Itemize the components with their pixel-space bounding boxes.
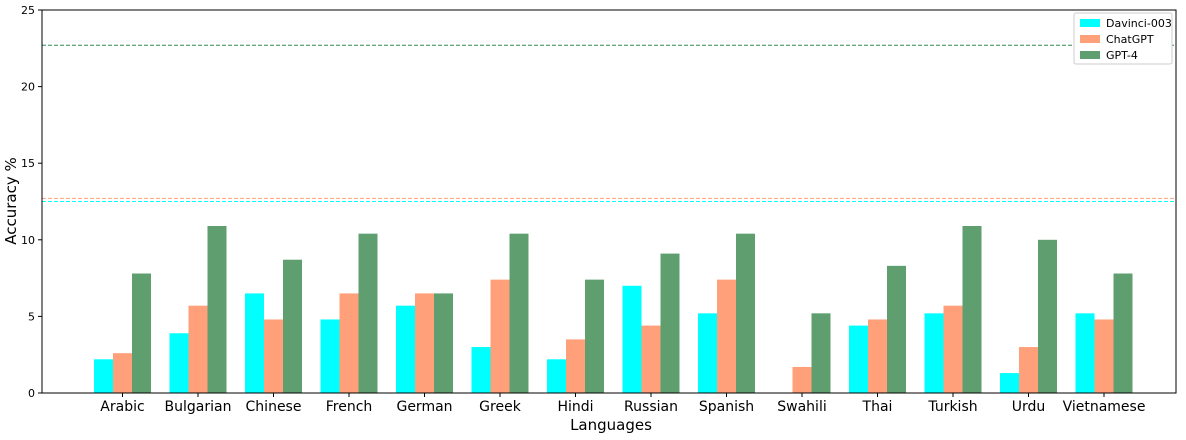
x-tick-label-french: French bbox=[326, 399, 373, 415]
bar-gpt-4-russian bbox=[660, 253, 680, 393]
x-tick-label-chinese: Chinese bbox=[246, 399, 302, 415]
x-tick-label-turkish: Turkish bbox=[927, 399, 977, 415]
bar-chatgpt-swahili bbox=[792, 366, 812, 393]
bar-gpt-4-hindi bbox=[585, 279, 604, 393]
bar-chatgpt-greek bbox=[490, 279, 510, 393]
legend: Davinci-003 ChatGPT GPT-4 bbox=[1073, 12, 1173, 65]
bar-gpt-4-vietnamese bbox=[1113, 273, 1133, 393]
bar-chatgpt-thai bbox=[868, 319, 887, 393]
bar-gpt-4-turkish bbox=[962, 226, 982, 393]
bars bbox=[94, 226, 1133, 393]
bar-chatgpt-french bbox=[339, 293, 359, 393]
y-tick-label: 25 bbox=[21, 4, 35, 17]
bar-gpt-4-bulgarian bbox=[207, 226, 227, 393]
legend-swatch-gpt-4 bbox=[1080, 51, 1100, 59]
x-tick-label-bulgarian: Bulgarian bbox=[165, 399, 232, 415]
bar-davinci-003-turkish bbox=[924, 313, 944, 393]
bar-chatgpt-german bbox=[415, 293, 434, 393]
bar-davinci-003-urdu bbox=[1000, 373, 1019, 393]
x-tick-label-spanish: Spanish bbox=[699, 399, 754, 415]
legend-label-davinci-003: Davinci-003 bbox=[1106, 17, 1172, 30]
bar-chatgpt-bulgarian bbox=[188, 305, 208, 393]
x-tick-label-swahili: Swahili bbox=[777, 399, 826, 415]
reference-lines bbox=[42, 44, 1176, 202]
x-axis: Arabic Bulgarian Chinese French German Greek H… bbox=[100, 393, 1145, 415]
bar-chatgpt-russian bbox=[641, 325, 661, 393]
bar-gpt-4-german bbox=[434, 293, 453, 393]
x-tick-label-thai: Thai bbox=[862, 399, 893, 415]
x-tick-label-arabic: Arabic bbox=[100, 399, 144, 415]
bar-davinci-003-spanish bbox=[698, 313, 717, 393]
bar-gpt-4-swahili bbox=[811, 313, 831, 393]
x-tick-label-vietnamese: Vietnamese bbox=[1063, 399, 1146, 415]
bar-davinci-003-bulgarian bbox=[169, 333, 189, 393]
bar-chatgpt-vietnamese bbox=[1094, 319, 1114, 393]
legend-label-chatgpt: ChatGPT bbox=[1106, 33, 1154, 46]
x-axis-label: Languages bbox=[570, 416, 652, 434]
bar-davinci-003-arabic bbox=[94, 359, 113, 393]
y-tick-label: 20 bbox=[21, 81, 35, 94]
y-tick-label: 5 bbox=[28, 310, 35, 323]
bar-davinci-003-thai bbox=[849, 325, 868, 393]
legend-swatch-davinci-003 bbox=[1080, 19, 1100, 27]
y-tick-label: 10 bbox=[21, 234, 35, 247]
x-tick-label-greek: Greek bbox=[479, 399, 522, 415]
bar-davinci-003-chinese bbox=[245, 293, 264, 393]
bar-gpt-4-greek bbox=[509, 233, 529, 393]
y-axis: 0 5 10 15 20 25 bbox=[21, 4, 42, 400]
x-tick-label-german: German bbox=[396, 399, 452, 415]
bar-gpt-4-thai bbox=[887, 265, 906, 393]
bar-davinci-003-greek bbox=[471, 347, 491, 393]
bar-gpt-4-french bbox=[358, 233, 378, 393]
bar-chatgpt-spanish bbox=[717, 279, 736, 393]
legend-label-gpt-4: GPT-4 bbox=[1106, 49, 1138, 62]
bar-davinci-003-german bbox=[396, 305, 415, 393]
bar-davinci-003-russian bbox=[622, 285, 642, 393]
bar-davinci-003-french bbox=[320, 319, 340, 393]
bar-davinci-003-vietnamese bbox=[1075, 313, 1095, 393]
bar-chatgpt-hindi bbox=[566, 339, 585, 393]
bar-chatgpt-chinese bbox=[264, 319, 283, 393]
bar-gpt-4-arabic bbox=[132, 273, 151, 393]
x-tick-label-hindi: Hindi bbox=[557, 399, 593, 415]
bar-gpt-4-urdu bbox=[1038, 239, 1057, 393]
y-tick-label: 15 bbox=[21, 157, 35, 170]
bar-davinci-003-hindi bbox=[547, 359, 566, 393]
y-axis-label: Accuracy % bbox=[2, 157, 20, 245]
plot-frame bbox=[41, 9, 1177, 394]
bar-chatgpt-urdu bbox=[1019, 347, 1038, 393]
x-tick-label-urdu: Urdu bbox=[1012, 399, 1046, 415]
y-tick-label: 0 bbox=[28, 387, 35, 400]
bar-gpt-4-spanish bbox=[736, 233, 755, 393]
bar-gpt-4-chinese bbox=[283, 259, 302, 393]
bar-chatgpt-turkish bbox=[943, 305, 963, 393]
legend-swatch-chatgpt bbox=[1080, 35, 1100, 43]
bar-chatgpt-arabic bbox=[113, 353, 132, 393]
x-tick-label-russian: Russian bbox=[624, 399, 678, 415]
